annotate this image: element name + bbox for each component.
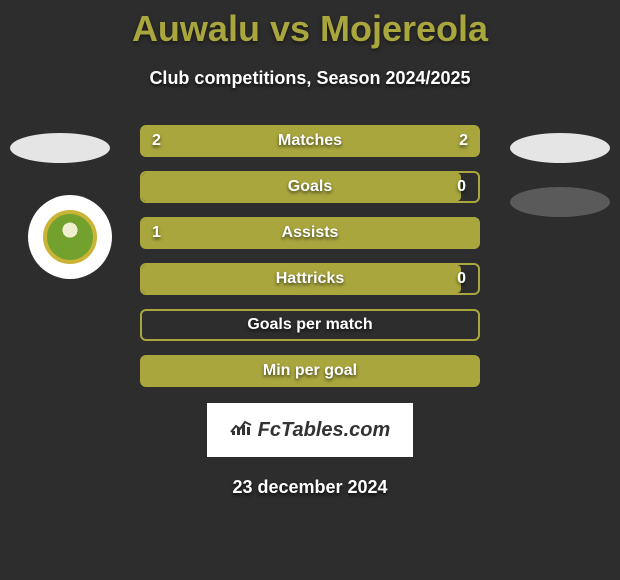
stat-label: Goals <box>288 178 332 196</box>
fctables-logo-text: FcTables.com <box>258 419 391 442</box>
stat-value-right: 0 <box>457 270 466 288</box>
stat-row: Goals 0 <box>140 171 480 203</box>
stat-label: Min per goal <box>263 362 357 380</box>
stat-label: Assists <box>282 224 339 242</box>
player-left-photo-placeholder <box>10 133 110 163</box>
stat-value-right: 0 <box>457 178 466 196</box>
stat-value-left: 2 <box>152 132 161 150</box>
stat-label: Matches <box>278 132 342 150</box>
player-right-club-placeholder <box>510 187 610 217</box>
player-left-club-badge <box>28 195 112 279</box>
chart-icon <box>230 418 252 442</box>
stat-row: 2 Matches 2 <box>140 125 480 157</box>
stat-row: Goals per match <box>140 309 480 341</box>
stat-row: Min per goal <box>140 355 480 387</box>
stat-row: 1 Assists <box>140 217 480 249</box>
club-crest-icon <box>43 210 97 264</box>
player-right-photo-placeholder <box>510 133 610 163</box>
stat-label: Hattricks <box>276 270 344 288</box>
stat-label: Goals per match <box>247 316 372 334</box>
stat-row: Hattricks 0 <box>140 263 480 295</box>
date-text: 23 december 2024 <box>0 477 620 498</box>
subtitle: Club competitions, Season 2024/2025 <box>0 68 620 89</box>
stat-value-right: 2 <box>459 132 468 150</box>
page-title: Auwalu vs Mojereola <box>0 0 620 50</box>
fctables-logo[interactable]: FcTables.com <box>207 403 413 457</box>
stat-rows: 2 Matches 2 Goals 0 1 Assists Hattricks 0 Goals p… <box>140 125 480 387</box>
stats-content: 2 Matches 2 Goals 0 1 Assists Hattricks 0 Goals p… <box>0 125 620 498</box>
stat-value-left: 1 <box>152 224 161 242</box>
